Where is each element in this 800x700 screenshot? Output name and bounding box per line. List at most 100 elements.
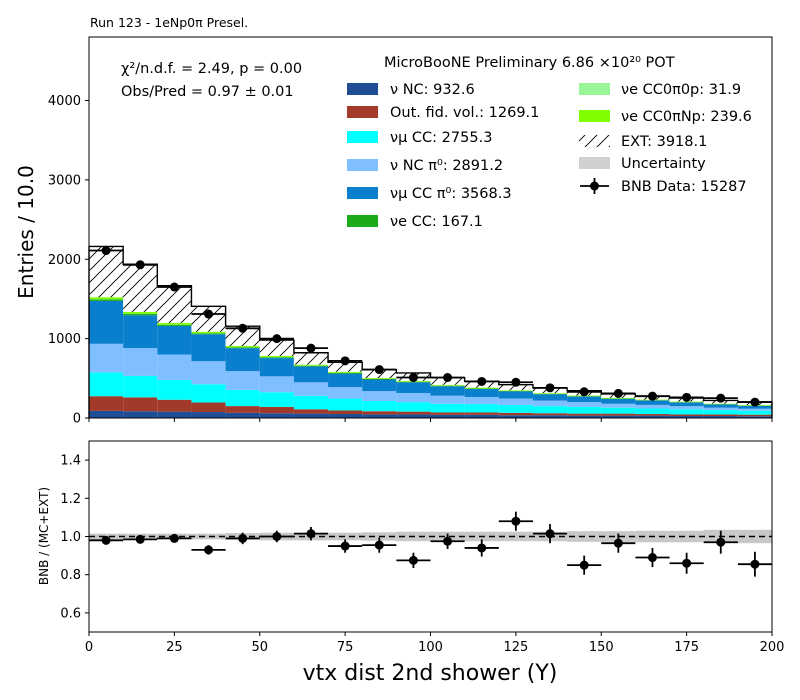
bar-segment [123, 313, 158, 316]
data-point [716, 393, 726, 403]
bar-segment [601, 415, 636, 418]
ratio-point [579, 560, 589, 570]
bar-segment [362, 411, 397, 415]
bar-segment [293, 364, 329, 366]
bar-segment [430, 412, 465, 415]
bar-segment [567, 396, 602, 403]
bar-segment [328, 373, 363, 388]
bar-segment [293, 409, 329, 414]
bar-segment [225, 347, 260, 349]
x-tick-label: 175 [674, 640, 699, 655]
bar-segment [567, 406, 602, 414]
bar-segment [157, 324, 192, 326]
bar-segment [293, 395, 329, 410]
legend-swatch [579, 135, 610, 147]
bar-segment [635, 404, 670, 409]
bar-segment [89, 297, 124, 300]
legend-label: ν NC π⁰: 2891.2 [390, 158, 503, 174]
ratio-point [647, 553, 657, 563]
ratio-point [545, 529, 555, 539]
bar-segment [635, 400, 670, 405]
bar-segment [328, 398, 363, 411]
data-point [477, 376, 487, 386]
bar-segment [191, 402, 226, 413]
bar-segment [498, 390, 533, 391]
bar-segment [669, 406, 704, 410]
legend-swatch [347, 187, 378, 199]
bar-segment [498, 412, 533, 416]
ratio-point [204, 545, 214, 555]
bar-segment [430, 403, 465, 413]
legend-label: EXT: 3918.1 [621, 134, 707, 150]
bar-segment [737, 414, 772, 417]
bar-segment [362, 400, 397, 412]
ratio-point [511, 516, 521, 526]
bar-segment [362, 377, 397, 379]
legend-label: BNB Data: 15287 [621, 179, 747, 195]
uncertainty-bin [191, 533, 226, 540]
data-point [306, 343, 316, 353]
bar-segment [293, 382, 329, 396]
bar-segment [123, 397, 158, 412]
bar-segment [669, 414, 704, 417]
legend-label: Uncertainty [621, 156, 706, 172]
bar-segment [635, 408, 670, 415]
stack-series-2 [89, 372, 772, 415]
legend-label: νe CC: 167.1 [390, 214, 483, 230]
data-point [613, 388, 623, 398]
ratio-point [443, 536, 453, 546]
bar-segment [328, 372, 363, 374]
ratio-panel [89, 511, 772, 577]
bar-segment [225, 412, 260, 418]
stack-series-5 [89, 299, 772, 406]
bar-segment [259, 406, 294, 414]
bar-segment [464, 389, 499, 397]
obs-pred-annotation: Obs/Pred = 0.97 ± 0.01 [121, 84, 294, 100]
legend-label: νμ CC: 2755.3 [390, 130, 492, 146]
bar-segment [191, 412, 226, 418]
stack-series-4 [89, 300, 772, 409]
bar-segment [191, 331, 226, 334]
bar-segment [328, 371, 363, 373]
bar-segment [498, 391, 533, 399]
ratio-y-tick-label: 1.2 [60, 492, 81, 507]
ratio-point [374, 540, 384, 550]
ratio-point [306, 529, 316, 539]
bar-segment [225, 326, 260, 347]
data-point [374, 365, 384, 375]
legend-swatch [347, 83, 378, 95]
bar-segment [737, 405, 772, 409]
ratio-point [477, 543, 487, 553]
bar-segment [362, 391, 397, 401]
ratio-point [750, 559, 760, 569]
stack-series-1 [89, 396, 772, 417]
bar-segment [635, 414, 670, 416]
x-tick-label: 25 [166, 640, 183, 655]
bar-segment [601, 398, 636, 404]
ratio-point [101, 535, 111, 545]
bnb-data-series [89, 246, 772, 407]
ratio-point [716, 537, 726, 547]
data-point [511, 377, 521, 387]
uncertainty-bin [669, 530, 704, 543]
bar-segment [703, 416, 738, 418]
data-point [682, 392, 692, 402]
bar-segment [293, 366, 329, 383]
legend-swatch [579, 157, 610, 169]
bar-segment [567, 415, 602, 418]
data-point [101, 246, 111, 256]
bar-segment [601, 397, 636, 399]
ratio-point [613, 538, 623, 548]
bar-segment [737, 408, 772, 411]
bar-segment [601, 403, 636, 408]
legend-label: Out. fid. vol.: 1269.1 [390, 105, 539, 121]
bar-segment [293, 365, 329, 367]
bar-segment [328, 387, 363, 399]
bar-segment [430, 414, 465, 418]
legend-swatch [347, 215, 378, 227]
legend-label: νμ CC π⁰: 3568.3 [390, 186, 512, 202]
bar-segment [498, 415, 533, 418]
bar-segment [225, 406, 260, 413]
bar-segment [123, 411, 158, 418]
main-histogram-panel [88, 245, 773, 418]
